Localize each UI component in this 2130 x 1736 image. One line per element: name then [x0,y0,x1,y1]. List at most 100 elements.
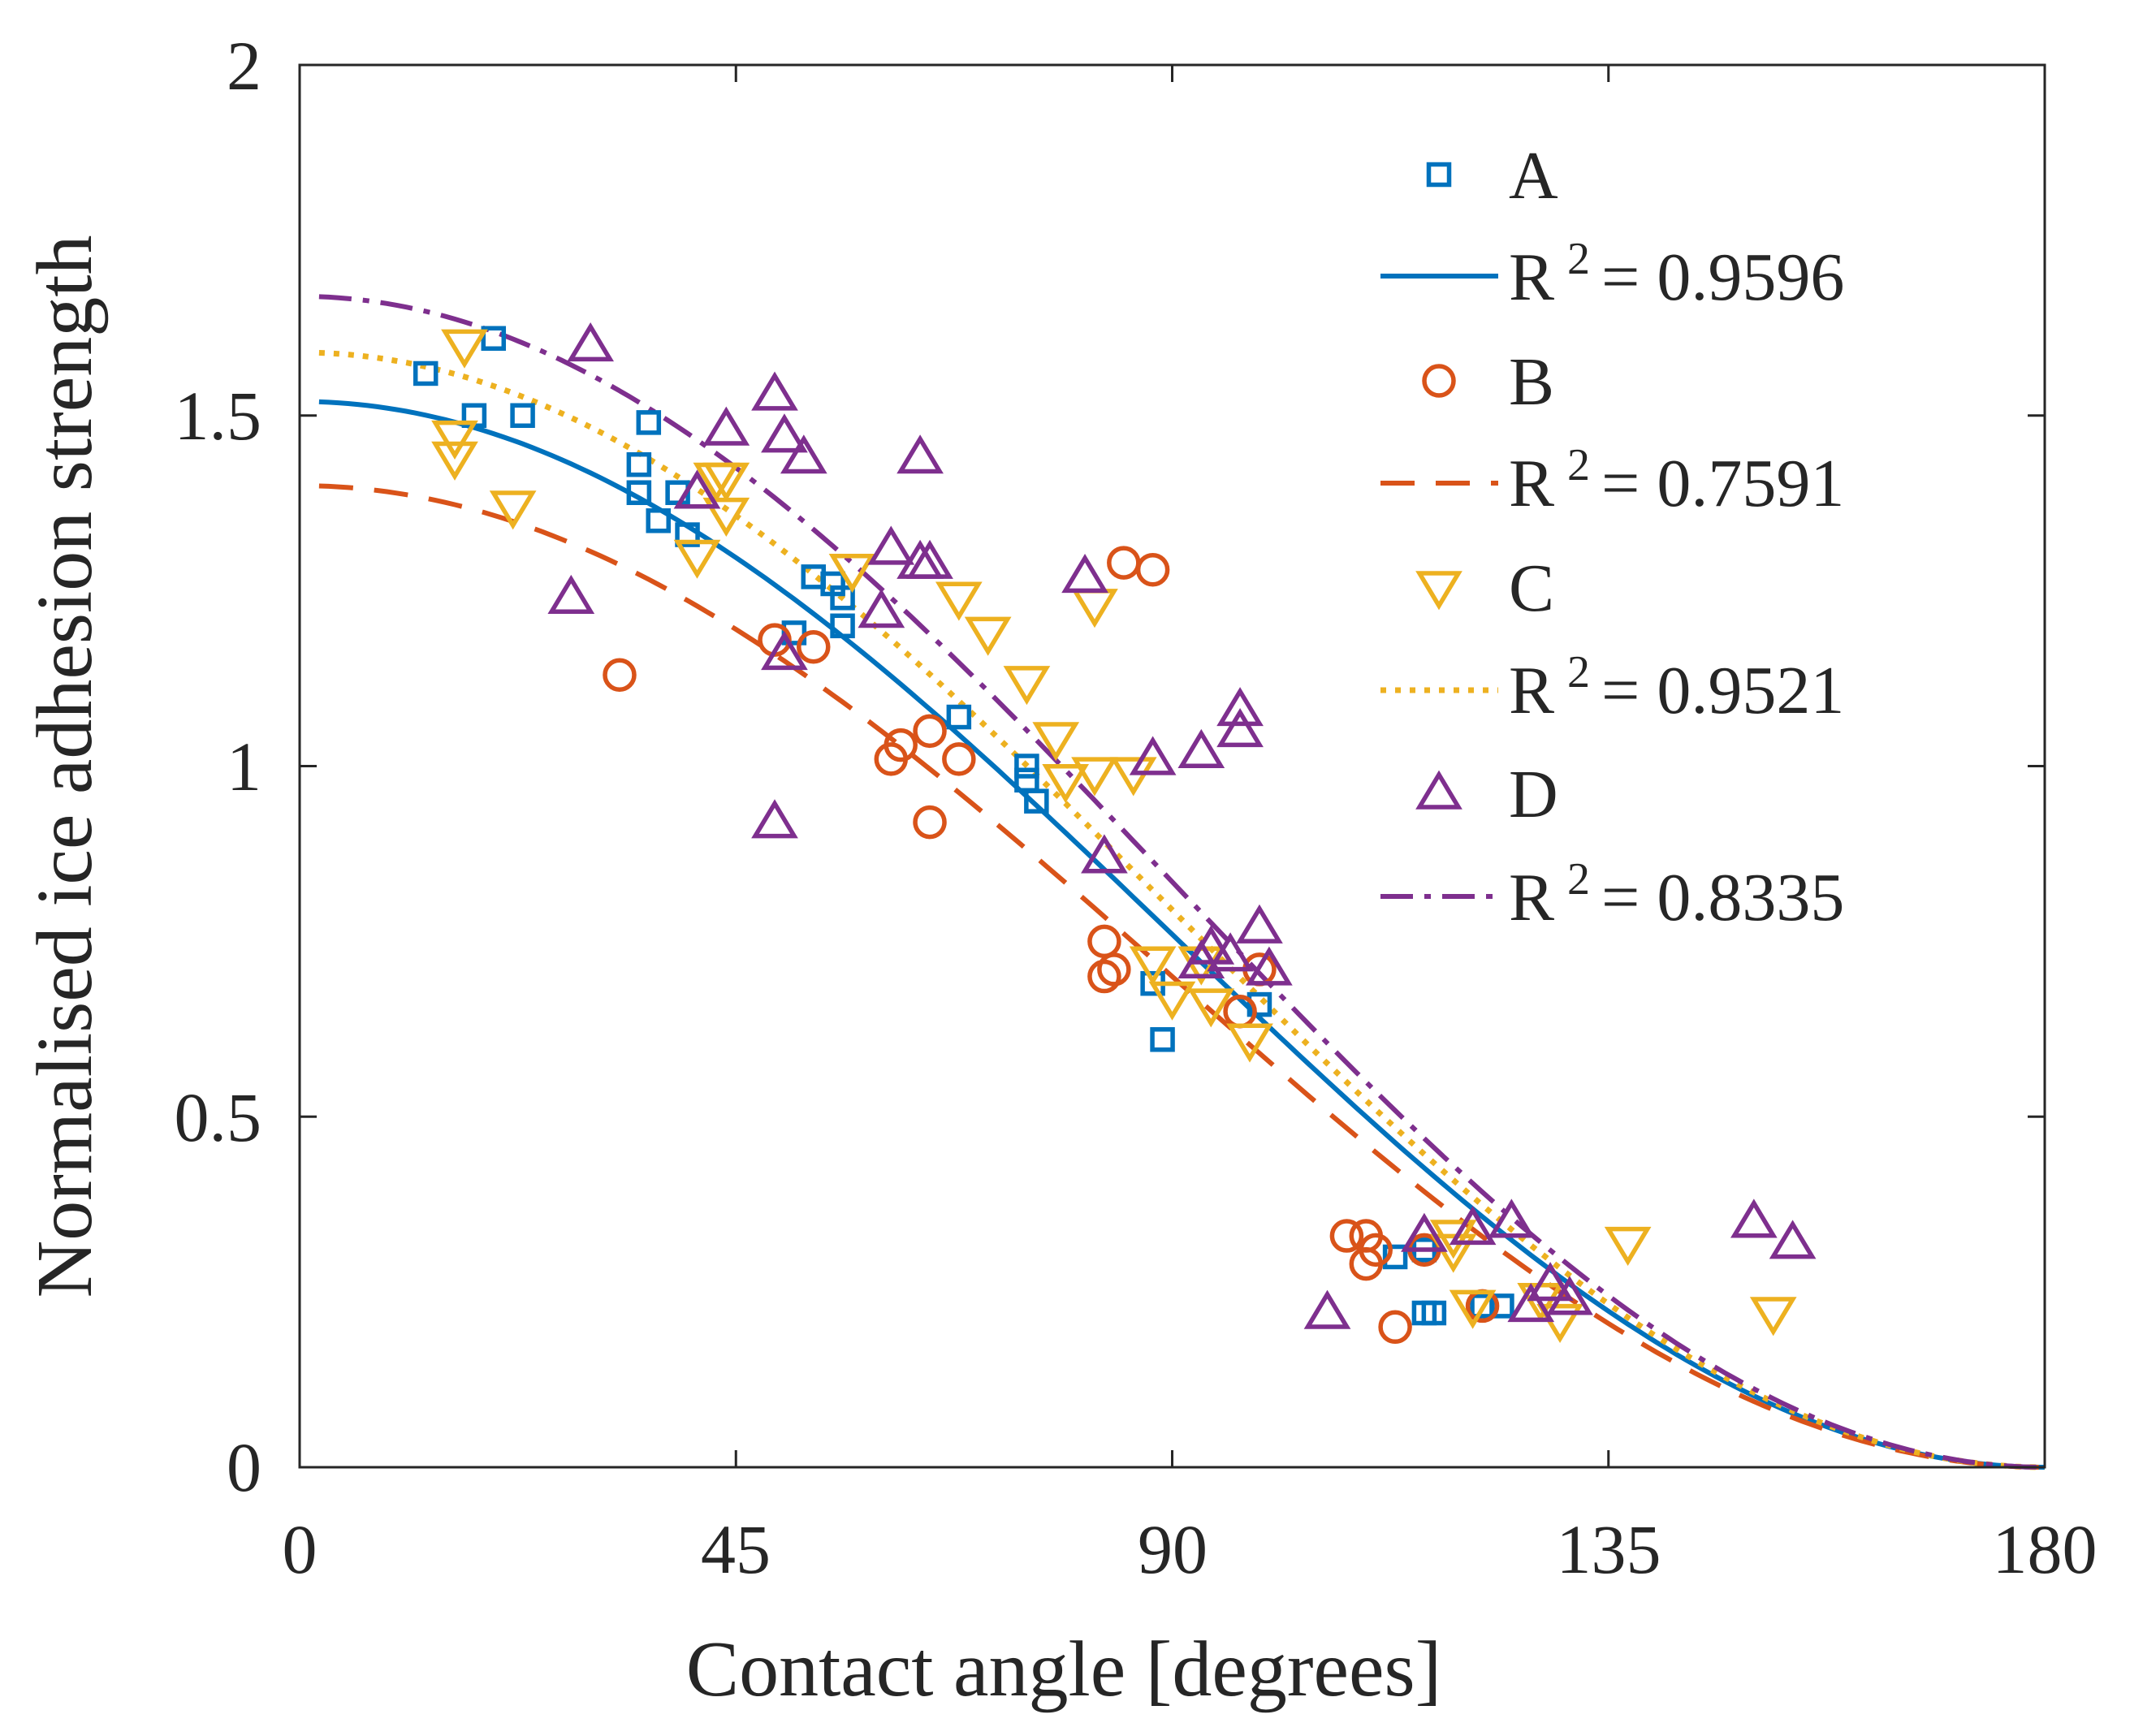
legend-marker-b [1422,364,1456,398]
data-point-d [751,799,798,839]
data-point-d [1216,687,1264,727]
fit-curve-d [318,294,2046,1470]
data-point-d [1081,834,1128,874]
legend-marker-a [1426,162,1452,188]
data-point-d [567,322,615,362]
data-point-c [1187,988,1235,1028]
data-point-d [1061,554,1108,594]
x-tick-labels: 0 45 90 135 180 [283,1510,2098,1588]
data-point-b [884,728,918,762]
legend-marker-d [1415,770,1462,810]
data-point-b [942,742,976,776]
data-point-c [431,441,478,481]
data-point-c [1429,1233,1477,1273]
data-point-a [413,361,439,386]
data-point-a [481,326,507,352]
x-axis-label: Contact angle [degrees] [686,1626,1442,1713]
y-tick-label: 0 [227,1428,261,1506]
legend-fit-d: R 2 = 0.8335 [1509,854,1844,935]
data-point-c [673,539,721,579]
data-point-c [1449,1289,1497,1329]
data-point-d [1488,1198,1536,1238]
data-point-a [646,508,671,533]
data-point-a [636,410,662,435]
x-tick-label: 90 [1138,1510,1208,1588]
data-point-d [1207,932,1254,972]
data-point-c [1604,1226,1652,1267]
data-point-c [702,462,750,502]
data-point-b [1097,952,1131,987]
data-point-a [626,480,652,505]
legend: A R 2 = 0.9596 B R 2 = 0.7591 C R 2 = 0.9521 D… [1380,138,1844,935]
data-point-a [1246,991,1272,1017]
data-point-c [1109,757,1157,797]
data-point-d [1177,728,1225,768]
data-point-c [828,553,876,594]
fit-curve-c [318,350,2046,1470]
data-point-c [935,581,983,621]
data-point-b [913,714,947,749]
data-point-a [1382,1244,1408,1270]
y-axis-label: Normalised ice adhesion strength [21,235,109,1298]
legend-marker-b [1422,364,1456,398]
data-point-d [673,469,721,509]
data-point-b [1135,552,1170,587]
data-point-c [1749,1297,1797,1337]
axis-ticks [298,63,2046,1469]
data-points [413,322,1817,1345]
data-point-d [761,413,808,453]
data-point-c [1148,981,1196,1021]
data-point-d [547,574,595,615]
data-point-b [797,629,831,664]
data-point-d [780,434,827,474]
data-point-d [858,589,905,628]
y-tick-labels: 0 0.5 1 1.5 2 [175,27,262,1506]
data-point-a [1421,1300,1447,1326]
data-point-d [702,406,750,446]
data-point-c [1003,666,1051,706]
data-point-b [913,805,947,840]
data-point-c [1129,946,1177,986]
legend-fit-b: R 2 = 0.7591 [1509,440,1844,521]
x-tick-label: 45 [701,1510,771,1588]
x-tick-label: 0 [283,1510,318,1588]
x-tick-label: 135 [1557,1510,1661,1588]
data-point-a [626,451,652,477]
data-point-b [1329,1219,1364,1253]
data-point-c [431,420,478,460]
legend-fit-c: R 2 = 0.9521 [1509,647,1844,728]
data-point-c [1536,1303,1583,1344]
data-point-a [1024,788,1049,814]
y-tick-label: 2 [227,27,261,105]
data-point-c [441,329,488,369]
data-point-d [1236,904,1283,944]
data-point-d [906,539,953,579]
data-point-d [1401,1212,1448,1252]
data-point-d [867,525,915,565]
y-tick-label: 1 [227,728,261,805]
data-point-d [1546,1276,1593,1315]
data-point-c [1226,1023,1273,1063]
data-point-a [946,704,972,730]
x-tick-label: 180 [1993,1510,2098,1588]
legend-label-c: C [1509,551,1554,626]
data-point-c [1071,757,1118,797]
data-point-d [1730,1198,1778,1238]
data-point-c [489,490,537,530]
data-point-d [1303,1289,1351,1329]
data-point-d [1769,1220,1817,1259]
data-point-c [1042,764,1090,804]
data-point-a [830,613,855,639]
data-point-c [1032,722,1080,762]
data-point-a [675,522,700,547]
data-point-d [897,434,944,474]
data-point-d [1507,1283,1555,1323]
data-point-b [1359,1233,1393,1267]
data-point-b [1087,959,1121,994]
data-point-d [1527,1262,1574,1302]
data-point-a [1150,1027,1175,1052]
legend-marker-a [1426,162,1452,188]
fit-curve-a [318,399,2046,1470]
data-point-d [1216,707,1264,748]
